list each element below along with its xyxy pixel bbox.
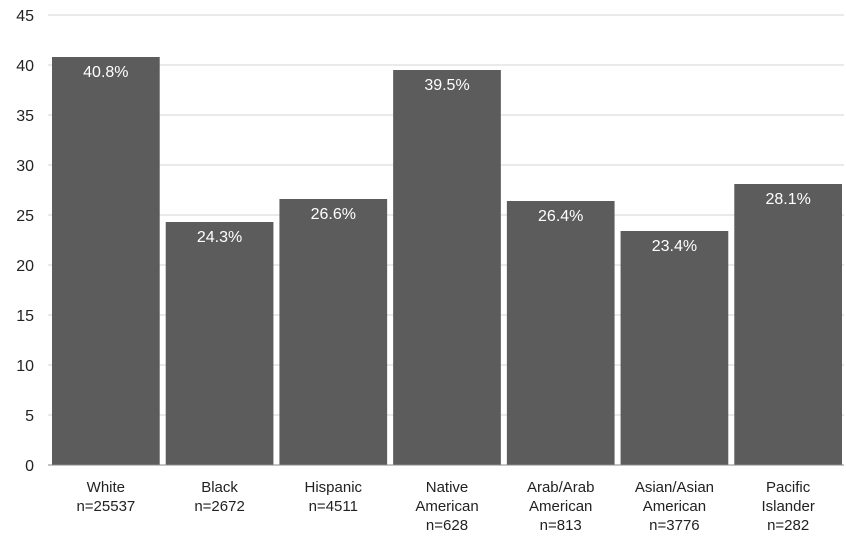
x-tick-label-line: n=2672 xyxy=(194,498,244,515)
bar xyxy=(620,231,729,465)
data-label: 26.4% xyxy=(538,208,583,225)
x-tick-label-line: Black xyxy=(201,479,238,496)
bar xyxy=(734,184,842,465)
x-tick-label-line: n=25537 xyxy=(76,498,135,515)
bars xyxy=(52,57,842,465)
x-tick-label-line: American xyxy=(643,498,706,515)
y-axis-ticks: 0 5 10 15 20 25 30 35 40 45 xyxy=(16,8,34,475)
x-tick-label-line: n=4511 xyxy=(309,498,358,515)
x-tick-label-line: Pacific xyxy=(766,479,811,496)
x-tick-label-line: n=3776 xyxy=(649,517,699,534)
data-labels: 40.8% 24.3% 26.6% 39.5% 26.4% 23.4% 28.1% xyxy=(83,64,811,255)
x-tick-label: Pacific Islander n=282 xyxy=(761,479,814,534)
y-tick-label: 20 xyxy=(16,258,34,275)
x-tick-label-line: American xyxy=(415,498,478,515)
data-label: 24.3% xyxy=(197,229,242,246)
x-tick-label-line: n=628 xyxy=(426,517,468,534)
y-tick-label: 25 xyxy=(16,208,34,225)
x-tick-label: Arab/Arab American n=813 xyxy=(527,479,595,534)
data-label: 26.6% xyxy=(311,206,356,223)
data-label: 39.5% xyxy=(424,77,469,94)
x-tick-label-line: Islander xyxy=(761,498,814,515)
x-tick-label: Native American n=628 xyxy=(415,479,478,534)
data-label: 28.1% xyxy=(765,191,810,208)
bar xyxy=(279,199,388,465)
x-tick-label-line: n=282 xyxy=(767,517,809,534)
x-tick-label-line: Arab/Arab xyxy=(527,479,595,496)
y-tick-label: 35 xyxy=(16,108,34,125)
x-tick-label: White n=25537 xyxy=(76,479,135,515)
x-tick-label-line: Hispanic xyxy=(305,479,363,496)
bar xyxy=(165,222,274,465)
x-tick-label-line: Native xyxy=(426,479,469,496)
x-tick-label: Hispanic n=4511 xyxy=(305,479,363,515)
y-tick-label: 15 xyxy=(16,308,34,325)
y-tick-label: 45 xyxy=(16,8,34,25)
x-axis-labels: White n=25537 Black n=2672 Hispanic n=4511 Nat… xyxy=(76,479,814,534)
y-tick-label: 5 xyxy=(25,408,34,425)
bar xyxy=(52,57,160,465)
x-tick-label-line: American xyxy=(529,498,592,515)
y-tick-label: 30 xyxy=(16,158,34,175)
bar xyxy=(506,201,615,465)
data-label: 40.8% xyxy=(83,64,128,81)
y-tick-label: 0 xyxy=(25,458,34,475)
y-tick-label: 10 xyxy=(16,358,34,375)
bar xyxy=(393,70,501,465)
x-tick-label-line: n=813 xyxy=(540,517,582,534)
y-tick-label: 40 xyxy=(16,58,34,75)
x-tick-label: Black n=2672 xyxy=(194,479,244,515)
x-tick-label-line: White xyxy=(87,479,125,496)
x-tick-label-line: Asian/Asian xyxy=(635,479,714,496)
data-label: 23.4% xyxy=(652,238,697,255)
x-tick-label: Asian/Asian American n=3776 xyxy=(635,479,714,534)
